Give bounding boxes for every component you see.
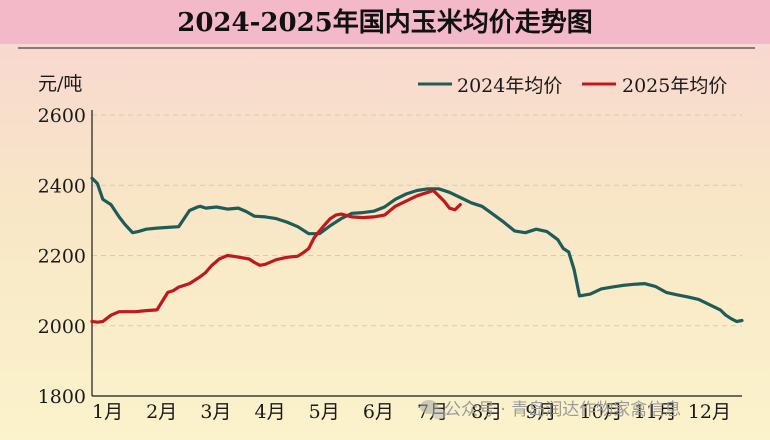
watermark: 公众号 · 青岛润达作物家禽信息 (420, 400, 681, 420)
y-tick-label: 2600 (38, 105, 86, 127)
series-layer (90, 176, 744, 324)
x-tick-label: 2月 (146, 401, 177, 423)
wechat-icon (420, 400, 446, 420)
legend: 2024年均价 2025年均价 (418, 75, 727, 97)
series-line-2025 (90, 188, 462, 324)
axis-layer: 180020002200240026001月2月3月4月5月6月7月8月9月10… (38, 105, 742, 423)
x-tick-label: 11月 (634, 401, 677, 423)
legend-label-2025: 2025年均价 (622, 75, 727, 97)
legend-label-2024: 2024年均价 (457, 75, 562, 97)
x-tick-label: 4月 (255, 401, 286, 423)
series-line-2024 (90, 176, 744, 324)
grid-layer (92, 114, 742, 327)
x-tick-label: 12月 (688, 401, 731, 423)
x-tick-label: 8月 (471, 401, 502, 423)
x-tick-label: 5月 (309, 401, 340, 423)
x-tick-label: 10月 (580, 401, 623, 423)
chart-title: 2024-2025年国内玉米均价走势图 (177, 7, 593, 38)
title-band (0, 0, 770, 44)
x-tick-label: 1月 (92, 401, 123, 423)
watermark-text: 公众号 · 青岛润达作物家禽信息 (444, 400, 681, 420)
y-axis-unit-label: 元/吨 (38, 73, 82, 95)
x-tick-label: 6月 (363, 401, 394, 423)
y-tick-label: 1800 (38, 386, 86, 408)
y-tick-label: 2200 (38, 246, 86, 268)
x-tick-label: 3月 (200, 401, 231, 423)
x-tick-label: 9月 (525, 401, 556, 423)
y-tick-label: 2400 (38, 175, 86, 197)
y-tick-label: 2000 (38, 316, 86, 338)
